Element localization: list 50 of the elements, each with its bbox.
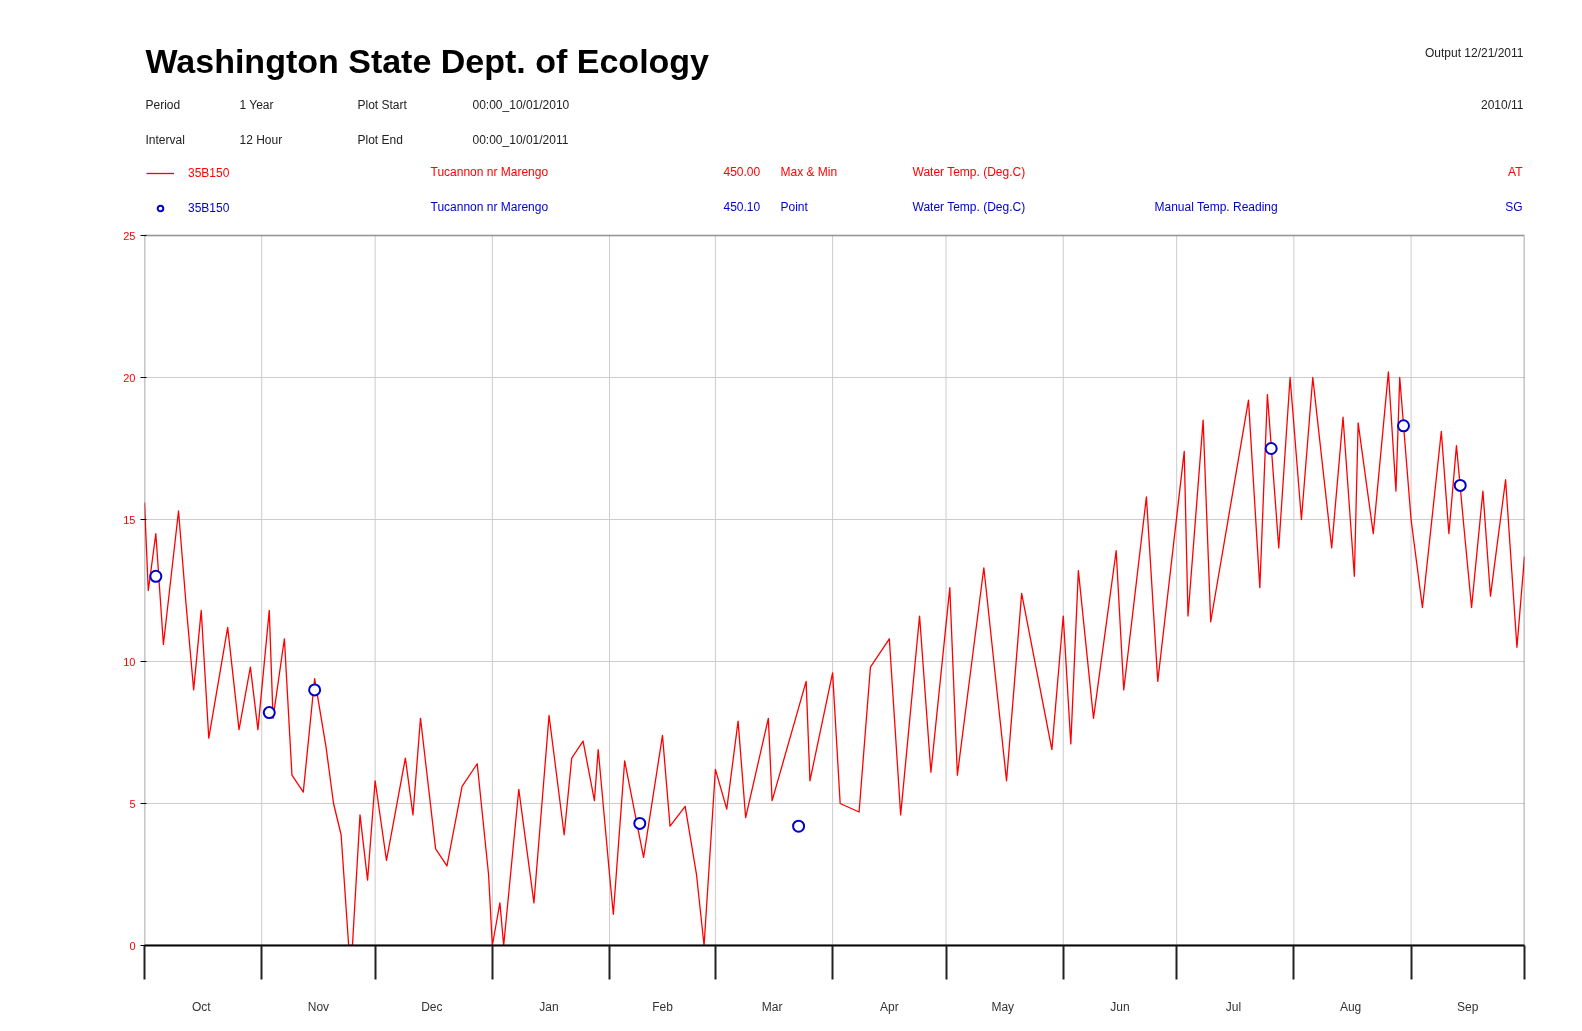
x-tick-label: Mar <box>761 999 783 1014</box>
x-tick-label: Apr <box>879 999 899 1014</box>
text: Max & Min <box>780 164 838 179</box>
text: Water Temp. (Deg.C) <box>912 199 1026 214</box>
x-tick-label: May <box>991 999 1015 1014</box>
legend-label: 35B150 <box>188 201 230 215</box>
y-tick-label: 5 <box>129 797 136 810</box>
point <box>633 816 647 830</box>
legend-label: 35B150 <box>188 166 230 180</box>
text: AT <box>1508 164 1524 179</box>
point <box>149 569 163 583</box>
x-tick-label: Oct <box>191 999 212 1014</box>
text: 2010/11 <box>1481 97 1524 112</box>
text: Water Temp. (Deg.C) <box>912 164 1026 179</box>
text: 00:00_10/01/2010 <box>472 97 570 112</box>
point <box>1453 478 1467 492</box>
text: Period <box>145 97 181 112</box>
x-tick-label: Jul <box>1225 999 1242 1014</box>
point <box>308 683 322 697</box>
text: Tucannon nr Marengo <box>430 164 549 179</box>
x-tick-label: Jun <box>1110 999 1130 1014</box>
text: Plot End <box>357 132 403 147</box>
text: Point <box>780 199 809 214</box>
point <box>262 706 276 720</box>
text: Output 12/21/2011 <box>1424 45 1524 60</box>
x-tick-label: Dec <box>421 999 443 1014</box>
x-tick-label: Sep <box>1457 999 1479 1014</box>
text: Manual Temp. Reading <box>1154 199 1278 214</box>
y-tick-label: 25 <box>123 229 136 242</box>
x-tick-label: Feb <box>652 999 674 1014</box>
y-tick-label: 20 <box>123 371 136 384</box>
y-tick-label: 10 <box>123 655 136 668</box>
text: 450.10 <box>723 200 761 214</box>
x-tick-label: Nov <box>307 999 330 1014</box>
y-tick-label: 15 <box>123 513 136 526</box>
y-tick-label: 0 <box>129 939 136 952</box>
chart-title: Washington State Dept. of Ecology <box>145 41 710 80</box>
x-tick-label: Aug <box>1339 999 1362 1014</box>
point <box>792 819 806 833</box>
text: 450.00 <box>723 165 761 179</box>
point <box>1264 442 1278 455</box>
text: 1 Year <box>239 97 274 112</box>
text: SG <box>1505 199 1523 214</box>
text: 12 Hour <box>239 132 283 147</box>
text: Plot Start <box>357 97 408 112</box>
text: Interval <box>145 132 185 147</box>
x-tick-label: Jan <box>539 999 559 1014</box>
text: Tucannon nr Marengo <box>430 199 549 214</box>
point <box>1397 419 1411 433</box>
text: 00:00_10/01/2011 <box>472 132 569 147</box>
